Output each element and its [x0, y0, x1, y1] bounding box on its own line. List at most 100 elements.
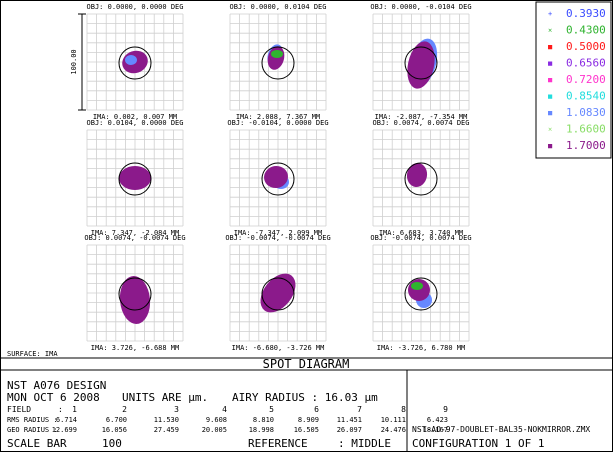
diagram-title: SPOT DIAGRAM — [263, 357, 350, 371]
legend-marker: ■ — [548, 93, 553, 101]
rms-label: RMS RADIUS : — [7, 416, 58, 424]
surface-label: SURFACE: IMA — [7, 350, 58, 358]
legend-marker: × — [548, 126, 552, 134]
geo-radius-value: 26.097 — [336, 426, 362, 434]
spot-cluster — [119, 166, 151, 190]
geo-label: GEO RADIUS : — [7, 426, 58, 434]
image-position-label: IMA: 2.088, 7.367 MM — [236, 113, 320, 121]
rms-radius-value: 9.608 — [205, 416, 227, 424]
field-number: 1 — [72, 405, 77, 414]
object-field-label: OBJ: 0.0000, 0.0000 DEG — [87, 3, 184, 11]
spot-panel: OBJ: -0.0104, 0.0000 DEG IMA: -7.347, 2.0… — [227, 119, 328, 237]
airy-disk — [118, 277, 152, 311]
spot-panel: OBJ: -0.0074, 0.0074 DEG IMA: -3.726, 6.7… — [370, 234, 471, 352]
legend-entry: 0.4300 — [566, 24, 606, 37]
spot-panel: OBJ: 0.0000, 0.0104 DEG IMA: 2.088, 7.367… — [230, 3, 327, 121]
rms-radius-value: 11.530 — [153, 416, 179, 424]
airy-radius: AIRY RADIUS : 16.03 µm — [232, 391, 378, 404]
image-position-label: IMA: -3.726, 6.780 MM — [377, 344, 466, 352]
legend-marker: × — [548, 27, 552, 35]
reference-value: : MIDDLE — [338, 437, 391, 450]
spot-cluster — [125, 55, 137, 65]
file-name: NST-AO-97-DOUBLET-BAL35-NOKMIRROR.ZMX — [412, 425, 591, 434]
configuration: CONFIGURATION 1 OF 1 — [412, 437, 545, 450]
object-field-label: OBJ: 0.0000, 0.0104 DEG — [230, 3, 327, 11]
airy-disk — [261, 162, 295, 196]
legend-marker: ■ — [548, 142, 553, 150]
scale-bar-value: 100 — [102, 437, 122, 450]
spot-panel: OBJ: -0.0074, -0.0074 DEG IMA: -6.680, -3… — [225, 234, 330, 352]
rms-radius-value: 11.451 — [336, 416, 362, 424]
legend: +0.3930 × 0.4300 ■ 0.5000 ■ 0.6560 ■ 0.7200 ■ 0.85… — [535, 1, 612, 159]
object-field-label: OBJ: -0.0104, 0.0000 DEG — [227, 119, 328, 127]
legend-entry: 0.5000 — [566, 40, 606, 53]
spot-panel: OBJ: 0.0104, 0.0000 DEG IMA: 7.347, -2.08… — [87, 119, 184, 237]
legend-marker: + — [548, 10, 552, 18]
image-position-label: IMA: 3.726, -6.688 MM — [91, 344, 180, 352]
spot-cluster — [271, 50, 283, 58]
rms-radius-value: 6.423 — [426, 416, 448, 424]
image-position-label: IMA: 7.347, -2.084 MM — [91, 229, 180, 237]
legend-marker: ■ — [548, 60, 553, 68]
image-position-label: IMA: -6.680, -3.726 MM — [232, 344, 325, 352]
field-number: 5 — [269, 405, 274, 414]
field-number: 7 — [357, 405, 362, 414]
legend-entry: 0.7200 — [566, 73, 606, 86]
object-field-label: OBJ: -0.0074, 0.0074 DEG — [370, 234, 471, 242]
scale-bar: 100.00 — [70, 13, 86, 111]
spot-panel: OBJ: 0.0000, 0.0000 DEG IMA: 0.002, 0.007… — [87, 3, 184, 121]
spot-panel: OBJ: 0.0000, -0.0104 DEG IMA: -2.087, -7.… — [370, 3, 471, 121]
field-number: 6 — [314, 405, 319, 414]
design-name: NST A076 DESIGN — [7, 379, 107, 392]
airy-disk — [404, 162, 438, 196]
geo-radius-value: 18.998 — [248, 426, 274, 434]
legend-entry: 1.0830 — [566, 106, 606, 119]
geo-radius-value: 16.056 — [101, 426, 127, 434]
legend-entry: 1.6600 — [566, 123, 606, 136]
image-position-label: IMA: 6.683, 3.740 MM — [379, 229, 463, 237]
airy-disk — [261, 46, 295, 80]
legend-entry: 1.7000 — [566, 139, 606, 152]
legend-box — [535, 1, 612, 159]
geo-radius-value: 24.476 — [380, 426, 406, 434]
airy-disk — [404, 46, 438, 80]
spot-cluster — [406, 163, 428, 187]
legend-marker: ■ — [548, 109, 553, 117]
spot-cluster — [407, 41, 435, 89]
airy-disk — [261, 277, 295, 311]
rms-radius-value: 8.909 — [297, 416, 319, 424]
spot-panel: OBJ: 0.0074, 0.0074 DEG IMA: 6.683, 3.740… — [373, 119, 470, 237]
field-number: 2 — [122, 405, 127, 414]
field-number: 4 — [222, 405, 227, 414]
scale-bar-label: SCALE BAR — [7, 437, 67, 450]
geo-radius-value: 18.167 — [422, 426, 448, 434]
geo-radius-value: 27.459 — [153, 426, 179, 434]
reference-label: REFERENCE — [248, 437, 308, 450]
legend-entry: 0.8540 — [566, 90, 606, 103]
rms-radius-value: 8.810 — [252, 416, 274, 424]
rms-radius-value: 6.714 — [55, 416, 77, 424]
image-position-label: IMA: -7.347, 2.099 MM — [234, 229, 323, 237]
spot-cluster — [119, 276, 151, 324]
rms-radius-value: 10.111 — [380, 416, 406, 424]
object-field-label: OBJ: 0.0074, 0.0074 DEG — [373, 119, 470, 127]
image-position-label: IMA: 0.002, 0.007 MM — [93, 113, 177, 121]
units-label: UNITS ARE µm. — [122, 391, 209, 404]
spot-cluster — [264, 165, 288, 189]
object-field-label: OBJ: -0.0074, -0.0074 DEG — [225, 234, 330, 242]
legend-marker: ■ — [548, 76, 553, 84]
legend-marker: ■ — [548, 43, 553, 51]
field-colon: : — [58, 405, 63, 414]
airy-disk — [118, 46, 152, 80]
airy-disk — [118, 162, 152, 196]
spot-cluster — [260, 273, 296, 313]
field-number: 3 — [174, 405, 179, 414]
legend-entry: 0.6560 — [566, 57, 606, 70]
spot-panel: OBJ: 0.0074, -0.0074 DEG IMA: 3.726, -6.6… — [84, 234, 185, 352]
airy-disk — [404, 277, 438, 311]
object-field-label: OBJ: 0.0074, -0.0074 DEG — [84, 234, 185, 242]
image-position-label: IMA: -2.087, -7.354 MM — [375, 113, 468, 121]
geo-radius-value: 12.699 — [51, 426, 77, 434]
rms-radius-value: 6.700 — [105, 416, 127, 424]
